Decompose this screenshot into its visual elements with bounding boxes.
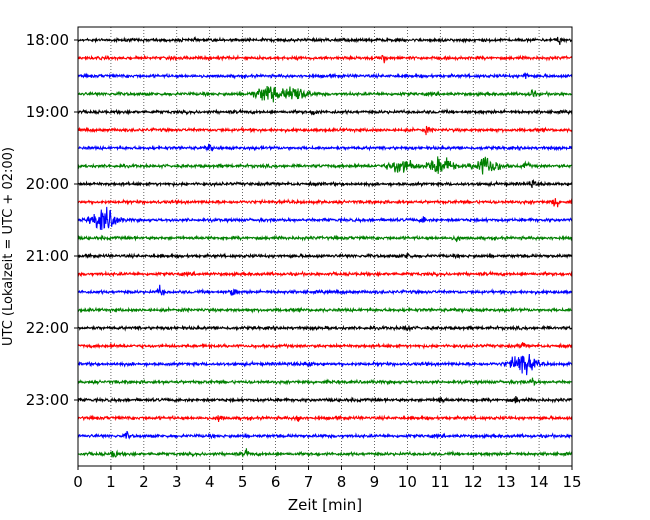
x-tick-label: 5 bbox=[238, 473, 248, 491]
x-tick-label: 12 bbox=[464, 473, 483, 491]
trace-line bbox=[77, 72, 573, 80]
trace-line bbox=[77, 431, 573, 440]
trace-line bbox=[77, 414, 573, 423]
y-tick-label: 18:00 bbox=[26, 31, 69, 49]
trace-line bbox=[77, 377, 573, 387]
x-tick-label: 2 bbox=[139, 473, 149, 491]
trace-line bbox=[77, 270, 573, 278]
trace-line bbox=[77, 108, 573, 116]
x-tick-label: 10 bbox=[398, 473, 417, 491]
trace-line bbox=[77, 143, 573, 152]
trace-line bbox=[77, 54, 573, 64]
trace-line bbox=[77, 198, 573, 208]
x-tick-label: 4 bbox=[205, 473, 215, 491]
trace-line bbox=[77, 448, 573, 458]
trace-line bbox=[77, 125, 573, 136]
trace-line bbox=[77, 178, 573, 189]
x-tick-label: 3 bbox=[172, 473, 182, 491]
x-tick-label: 1 bbox=[106, 473, 116, 491]
trace-line bbox=[77, 284, 573, 297]
x-tick-label: 13 bbox=[497, 473, 516, 491]
y-axis-label: UTC (Lokalzeit = UTC + 02:00) bbox=[1, 147, 16, 346]
tick-layer: 0 1 2 3 4 5 6 7 8 9 10 11 12 13 14 1518:0019:0020:0021:… bbox=[26, 31, 582, 491]
trace-line bbox=[77, 342, 573, 350]
x-tick-label: 0 bbox=[73, 473, 83, 491]
plot-frame bbox=[77, 26, 573, 467]
trace-line bbox=[77, 206, 573, 231]
grid-layer bbox=[110, 27, 540, 466]
trace-line bbox=[77, 252, 573, 260]
trace-line bbox=[77, 324, 573, 333]
x-tick-label: 14 bbox=[530, 473, 549, 491]
x-tick-label: 7 bbox=[304, 473, 314, 491]
y-tick-label: 20:00 bbox=[26, 175, 69, 193]
x-tick-label: 6 bbox=[271, 473, 281, 491]
x-axis-label: Zeit [min] bbox=[288, 496, 362, 514]
trace-line bbox=[77, 86, 573, 103]
trace-line bbox=[77, 354, 573, 376]
x-tick-label: 15 bbox=[562, 473, 581, 491]
trace-line bbox=[77, 395, 573, 404]
trace-line bbox=[77, 234, 573, 243]
y-tick-label: 23:00 bbox=[26, 391, 69, 409]
y-tick-label: 22:00 bbox=[26, 319, 69, 337]
trace-line bbox=[77, 306, 573, 314]
trace-layer bbox=[77, 35, 573, 458]
trace-line bbox=[77, 156, 573, 175]
x-tick-label: 11 bbox=[431, 473, 450, 491]
y-tick-label: 21:00 bbox=[26, 247, 69, 265]
x-tick-label: 8 bbox=[337, 473, 347, 491]
x-tick-label: 9 bbox=[370, 473, 380, 491]
y-tick-label: 19:00 bbox=[26, 103, 69, 121]
trace-line bbox=[77, 35, 573, 45]
